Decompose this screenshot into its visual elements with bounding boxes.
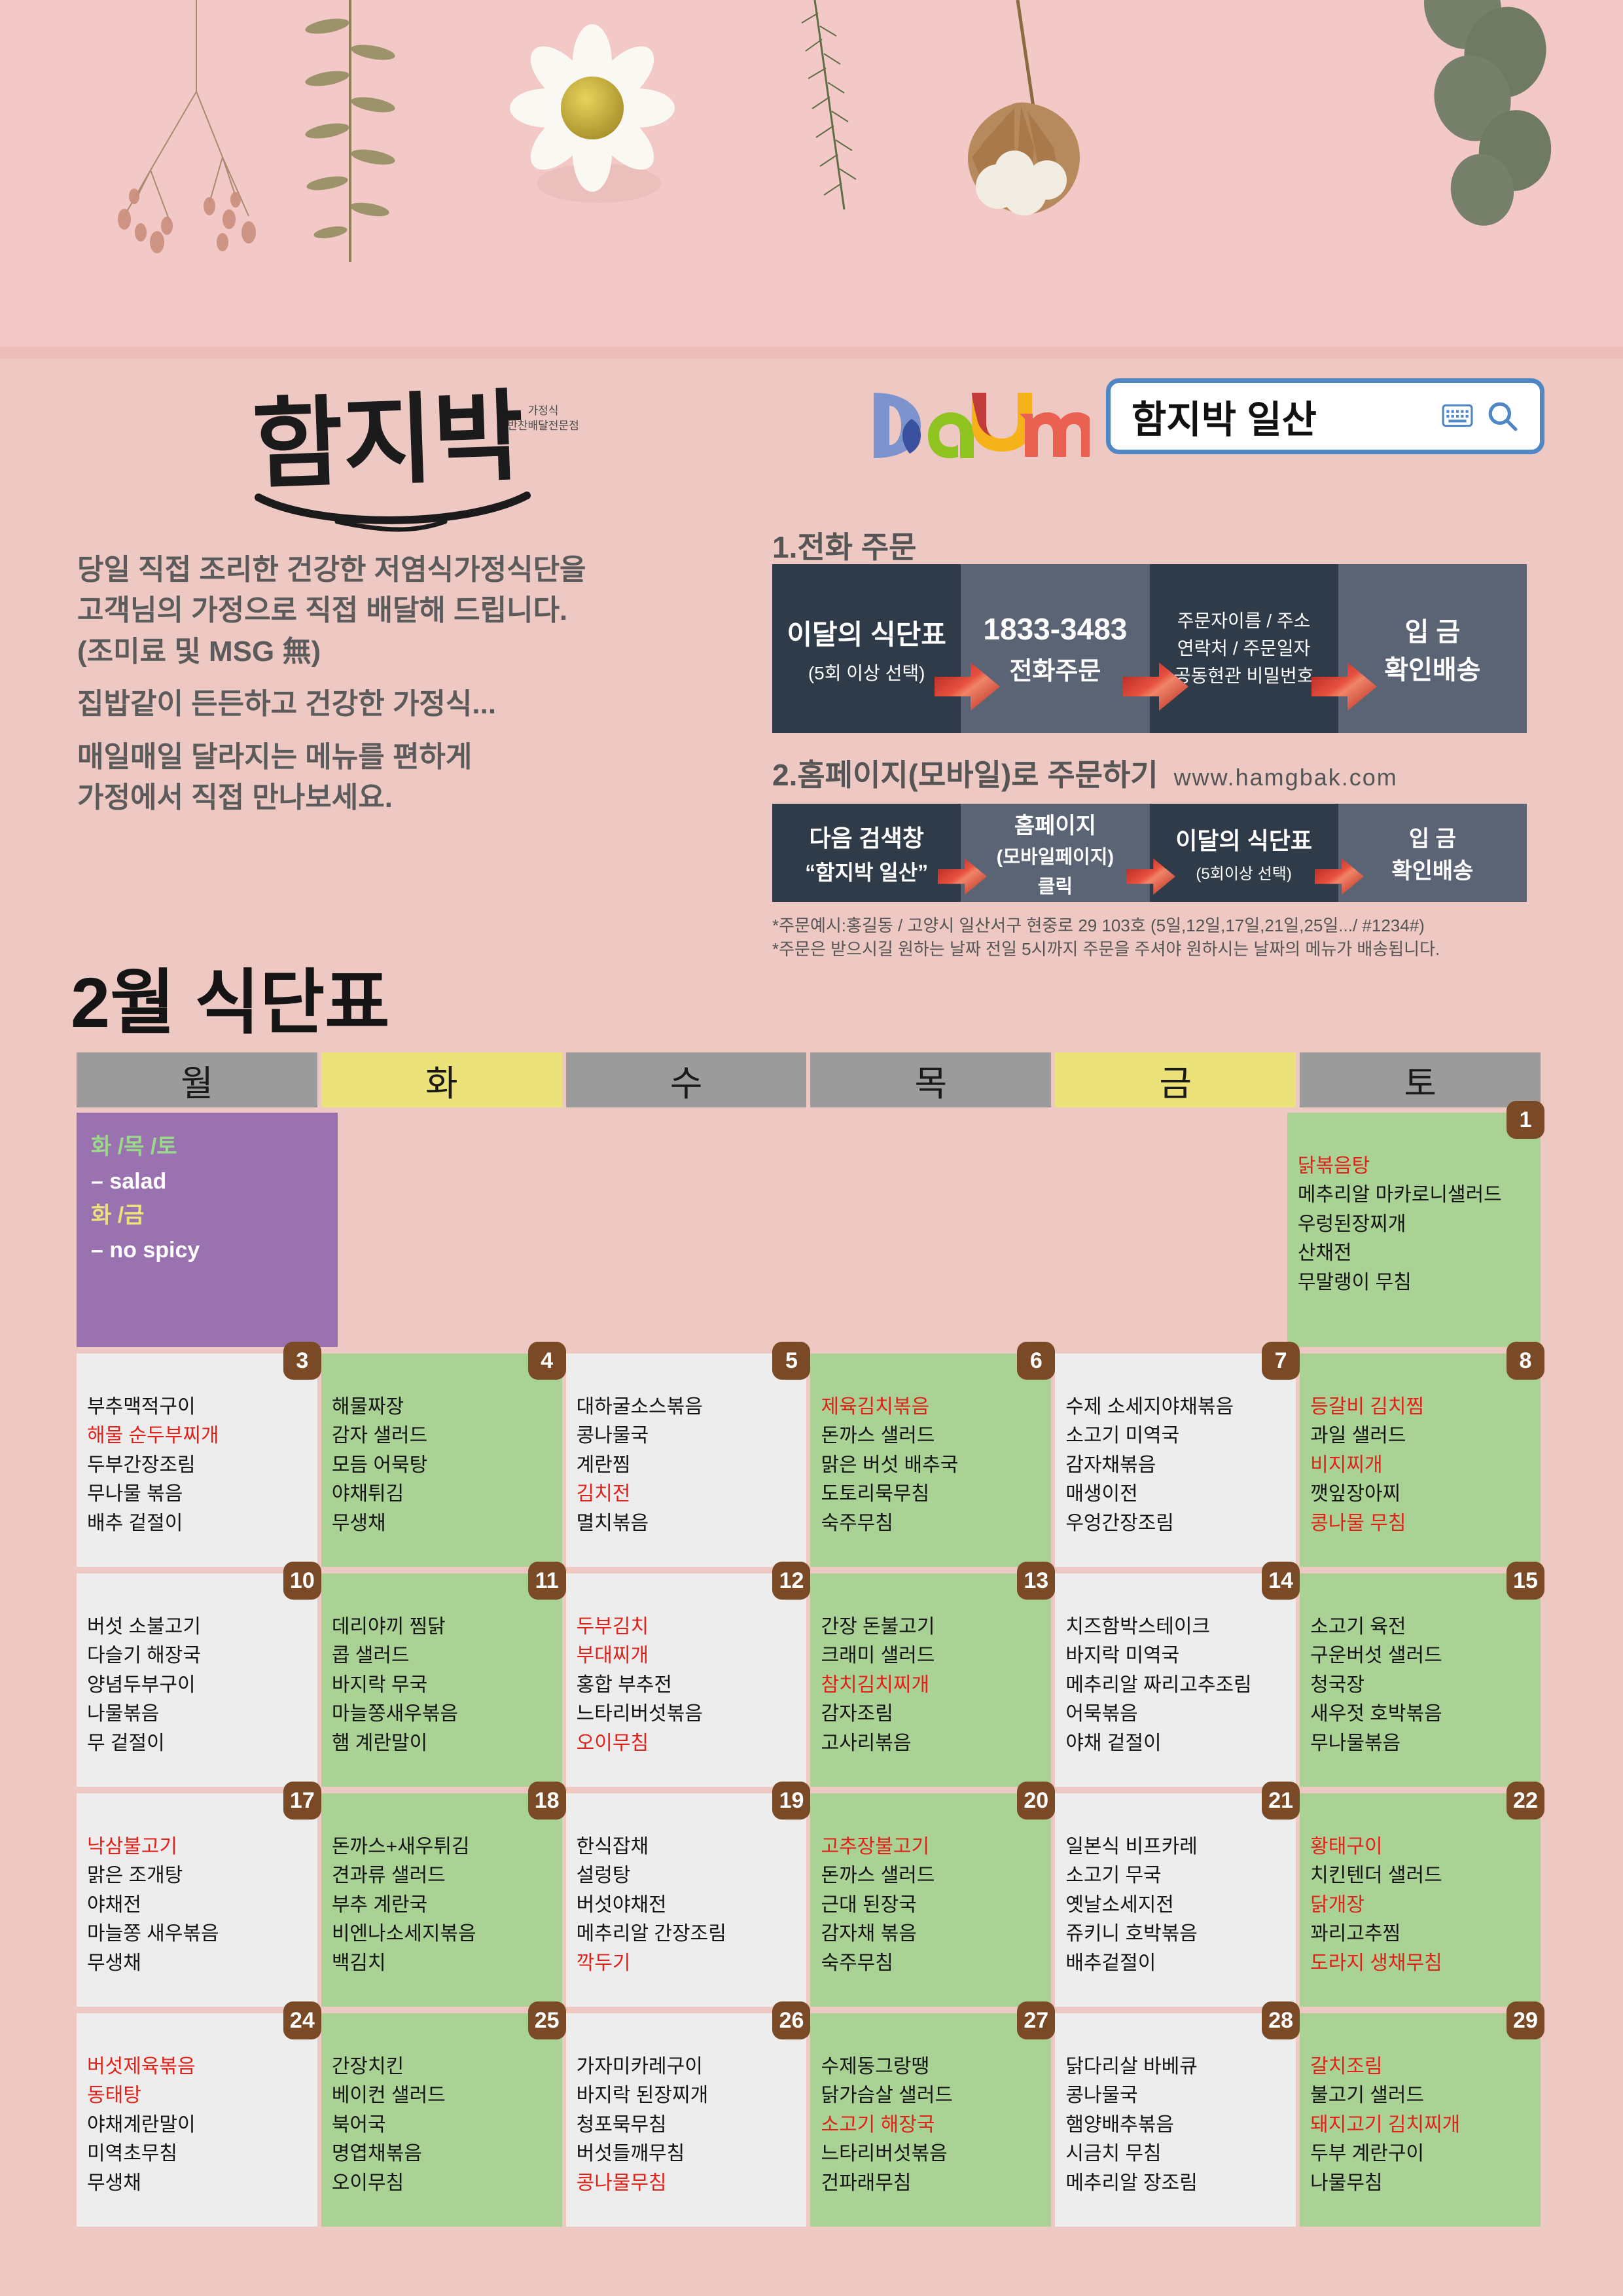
svg-text:반찬배달전문점: 반찬배달전문점 <box>507 420 579 432</box>
svg-text:가정식: 가정식 <box>528 404 559 417</box>
svg-text:함지박: 함지박 <box>251 383 526 500</box>
